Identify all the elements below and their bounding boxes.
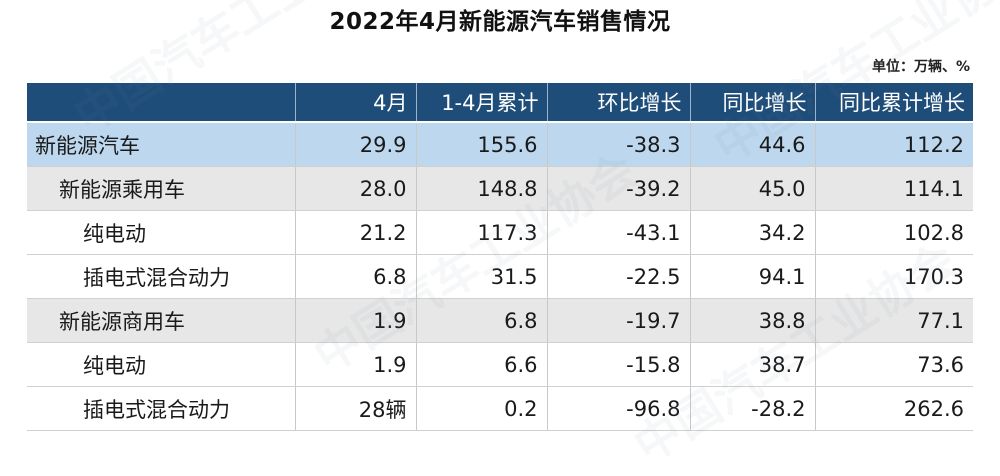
row-label: 插电式混合动力 [27,254,295,299]
cell-yoy-growth: 38.7 [689,342,815,387]
row-label: 纯电动 [27,210,295,255]
cell-mom-growth: -22.5 [546,254,690,299]
cell-april: 6.8 [294,254,416,299]
cell-april: 1.9 [294,298,416,343]
sales-table: 4月 1-4月累计 环比增长 同比增长 同比累计增长 新能源汽车 29.9 15… [27,83,973,431]
cell-yoy-cumulative-growth: 114.1 [814,166,973,211]
cell-cumulative: 148.8 [415,166,547,211]
table-row: 纯电动 21.2 117.3 -43.1 34.2 102.8 [27,210,973,255]
page-title: 2022年4月新能源汽车销售情况 [329,9,671,35]
cell-cumulative: 117.3 [415,210,547,255]
table-row: 插电式混合动力 28辆 0.2 -96.8 -28.2 262.6 [27,386,973,431]
cell-mom-growth: -96.8 [546,386,690,431]
row-label: 新能源商用车 [27,298,295,343]
cell-yoy-growth: 94.1 [689,254,815,299]
header-cell-mom-growth: 环比增长 [546,83,690,123]
cell-mom-growth: -43.1 [546,210,690,255]
cell-cumulative: 6.6 [415,342,547,387]
cell-yoy-growth: 34.2 [689,210,815,255]
cell-cumulative: 0.2 [415,386,547,431]
table-row: 插电式混合动力 6.8 31.5 -22.5 94.1 170.3 [27,254,973,299]
cell-yoy-growth: 45.0 [689,166,815,211]
table-row: 纯电动 1.9 6.6 -15.8 38.7 73.6 [27,342,973,387]
cell-cumulative: 6.8 [415,298,547,343]
cell-yoy-cumulative-growth: 102.8 [814,210,973,255]
cell-mom-growth: -19.7 [546,298,690,343]
cell-yoy-cumulative-growth: 73.6 [814,342,973,387]
header-cell-cumulative: 1-4月累计 [415,83,547,123]
cell-mom-growth: -15.8 [546,342,690,387]
row-label: 新能源乘用车 [27,166,295,211]
cell-april: 28.0 [294,166,416,211]
row-label: 纯电动 [27,342,295,387]
cell-mom-growth: -38.3 [546,122,690,167]
cell-cumulative: 155.6 [415,122,547,167]
header-row: 4月 1-4月累计 环比增长 同比增长 同比累计增长 [27,83,973,123]
header-cell-category [27,83,295,123]
cell-yoy-growth: 38.8 [689,298,815,343]
cell-april: 29.9 [294,122,416,167]
cell-yoy-cumulative-growth: 77.1 [814,298,973,343]
header-cell-yoy-growth: 同比增长 [689,83,815,123]
cell-yoy-growth: 44.6 [689,122,815,167]
cell-yoy-cumulative-growth: 262.6 [814,386,973,431]
cell-mom-growth: -39.2 [546,166,690,211]
table-row: 新能源汽车 29.9 155.6 -38.3 44.6 112.2 [27,122,973,167]
cell-april: 1.9 [294,342,416,387]
cell-april: 28辆 [294,386,416,431]
cell-april: 21.2 [294,210,416,255]
header-cell-yoy-cumulative-growth: 同比累计增长 [814,83,973,123]
cell-yoy-cumulative-growth: 112.2 [814,122,973,167]
row-label: 插电式混合动力 [27,386,295,431]
cell-yoy-cumulative-growth: 170.3 [814,254,973,299]
header-cell-april: 4月 [294,83,416,123]
table-row: 新能源商用车 1.9 6.8 -19.7 38.8 77.1 [27,298,973,343]
table-row: 新能源乘用车 28.0 148.8 -39.2 45.0 114.1 [27,166,973,211]
cell-cumulative: 31.5 [415,254,547,299]
cell-yoy-growth: -28.2 [689,386,815,431]
row-label: 新能源汽车 [27,122,295,167]
unit-note: 单位：万辆、% [871,59,970,75]
